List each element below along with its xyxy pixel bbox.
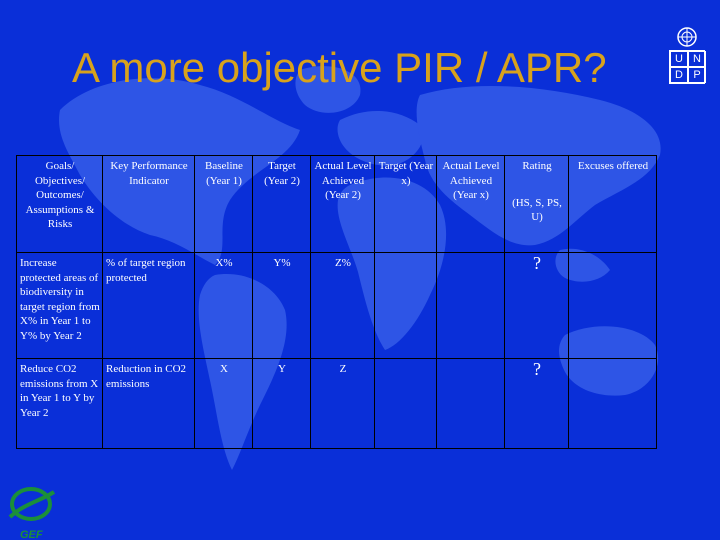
- goal-cell: Increase protected areas of biodiversity…: [16, 252, 103, 359]
- indicator-cell: Reduction in CO2 emissions: [102, 358, 195, 449]
- undp-logo: U N D P: [669, 26, 706, 86]
- gef-logo-icon: GEF: [8, 487, 56, 540]
- excuses-cell: [568, 358, 657, 449]
- rating-cell: ?: [504, 252, 569, 359]
- rating-cell: ?: [504, 358, 569, 449]
- header-target-year-x: Target (Year x): [374, 155, 437, 253]
- header-rating-label: Rating: [522, 160, 552, 172]
- goal-cell: Reduce CO2 emissions from X in Year 1 to…: [16, 358, 103, 449]
- header-target-year-2: Target (Year 2): [252, 155, 311, 253]
- table-header-row: Goals/ Objectives/ Outcomes/ Assumptions…: [16, 155, 657, 253]
- table-row: Increase protected areas of biodiversity…: [16, 252, 657, 359]
- baseline-cell: X: [194, 358, 253, 449]
- header-indicator: Key Performance Indicator: [102, 155, 195, 253]
- undp-letter: P: [688, 67, 706, 83]
- actual-year-x-cell: [436, 358, 505, 449]
- rating-scale: (HS, S, PS, U): [512, 196, 562, 224]
- header-actual-year-x: Actual Level Achieved (Year x): [436, 155, 505, 253]
- undp-letter-grid: U N D P: [669, 50, 706, 84]
- header-baseline: Baseline (Year 1): [194, 155, 253, 253]
- header-actual-year-2: Actual Level Achieved (Year 2): [310, 155, 375, 253]
- target-year-x-cell: [374, 252, 437, 359]
- header-goals: Goals/ Objectives/ Outcomes/ Assumptions…: [16, 155, 103, 253]
- pir-apr-table: Goals/ Objectives/ Outcomes/ Assumptions…: [16, 155, 657, 449]
- un-emblem-icon: [677, 27, 697, 47]
- target-year-x-cell: [374, 358, 437, 449]
- undp-letter: N: [688, 51, 706, 67]
- target-year-2-cell: Y: [252, 358, 311, 449]
- gef-label: GEF: [20, 529, 43, 540]
- table-row: Reduce CO2 emissions from X in Year 1 to…: [16, 358, 657, 449]
- excuses-cell: [568, 252, 657, 359]
- actual-year-2-cell: Z%: [310, 252, 375, 359]
- undp-letter: D: [670, 67, 688, 83]
- slide-title: A more objective PIR / APR?: [72, 44, 607, 91]
- header-rating: Rating (HS, S, PS, U): [504, 155, 569, 253]
- header-excuses: Excuses offered: [568, 155, 657, 253]
- baseline-cell: X%: [194, 252, 253, 359]
- actual-year-x-cell: [436, 252, 505, 359]
- target-year-2-cell: Y%: [252, 252, 311, 359]
- greenland-shape: [295, 66, 361, 113]
- actual-year-2-cell: Z: [310, 358, 375, 449]
- undp-letter: U: [670, 51, 688, 67]
- indicator-cell: % of target region protected: [102, 252, 195, 359]
- europe-shape: [337, 110, 424, 166]
